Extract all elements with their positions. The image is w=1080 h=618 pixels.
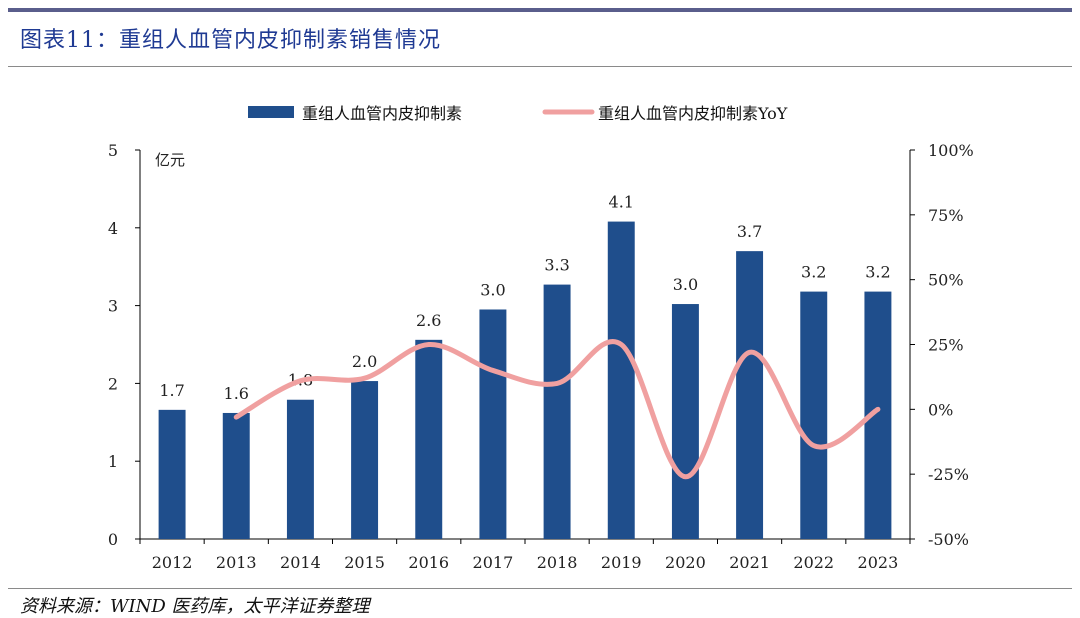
bar	[287, 400, 314, 539]
bar	[223, 413, 250, 539]
x-tick-label: 2015	[344, 553, 385, 572]
legend-line-label: 重组人血管内皮抑制素YoY	[598, 104, 788, 123]
y-right-tick-label: 0%	[928, 400, 953, 419]
x-tick-label: 2012	[152, 553, 193, 572]
y-right-tick-label: 100%	[928, 141, 974, 160]
bar	[672, 304, 699, 539]
bar-value-label: 3.0	[673, 275, 698, 294]
bar	[351, 381, 378, 539]
y-right-tick-label: 75%	[928, 206, 964, 225]
y-left-tick-label: 5	[108, 141, 118, 160]
bar-value-label: 3.2	[865, 263, 890, 282]
chart: 重组人血管内皮抑制素 重组人血管内皮抑制素YoY 亿元 0 1 2 3 4 5 -50% -2…	[0, 0, 1080, 588]
x-tick-label: 2021	[729, 553, 770, 572]
bar	[608, 222, 635, 539]
legend-bar-label: 重组人血管内皮抑制素	[302, 104, 462, 123]
x-tick-label: 2017	[473, 553, 514, 572]
bar	[736, 251, 763, 539]
y-left-tick-label: 0	[108, 530, 118, 549]
source-note: 资料来源：WIND 医药库，太平洋证券整理	[20, 592, 370, 618]
x-tick-label: 2022	[793, 553, 834, 572]
legend-bar-swatch	[248, 106, 294, 118]
x-tick-label: 2014	[280, 553, 321, 572]
y-right-tick-label: -50%	[928, 530, 969, 549]
y-left-tick-label: 1	[108, 452, 118, 471]
x-tick-label: 2018	[537, 553, 578, 572]
bar-value-label: 4.1	[609, 193, 634, 212]
y-left-tick-label: 4	[108, 219, 118, 238]
x-tick-label: 2013	[216, 553, 257, 572]
bar-value-label: 2.0	[352, 352, 377, 371]
bar-value-label: 2.6	[416, 311, 441, 330]
bar	[159, 410, 186, 539]
bar-value-label: 3.3	[544, 256, 569, 275]
y-right-tick-label: -25%	[928, 465, 969, 484]
x-tick-label: 2016	[408, 553, 449, 572]
bar	[544, 285, 571, 539]
y-right-tick-label: 50%	[928, 271, 964, 290]
bar-value-label: 3.0	[480, 280, 505, 299]
x-tick-label: 2020	[665, 553, 706, 572]
y-left-tick-label: 2	[108, 374, 118, 393]
legend: 重组人血管内皮抑制素 重组人血管内皮抑制素YoY	[248, 104, 788, 123]
bar-value-label: 3.7	[737, 222, 762, 241]
bar-value-label: 1.7	[159, 381, 184, 400]
bottom-rule	[8, 588, 1072, 589]
bar	[800, 292, 827, 539]
bar	[479, 309, 506, 539]
x-tick-label: 2023	[858, 553, 899, 572]
y-left-unit: 亿元	[155, 151, 185, 169]
y-right-tick-label: 25%	[928, 336, 964, 355]
y-left-tick-label: 3	[108, 297, 118, 316]
x-tick-label: 2019	[601, 553, 642, 572]
bar-value-label: 3.2	[801, 263, 826, 282]
bar	[415, 340, 442, 539]
bar-value-label: 1.6	[224, 384, 249, 403]
